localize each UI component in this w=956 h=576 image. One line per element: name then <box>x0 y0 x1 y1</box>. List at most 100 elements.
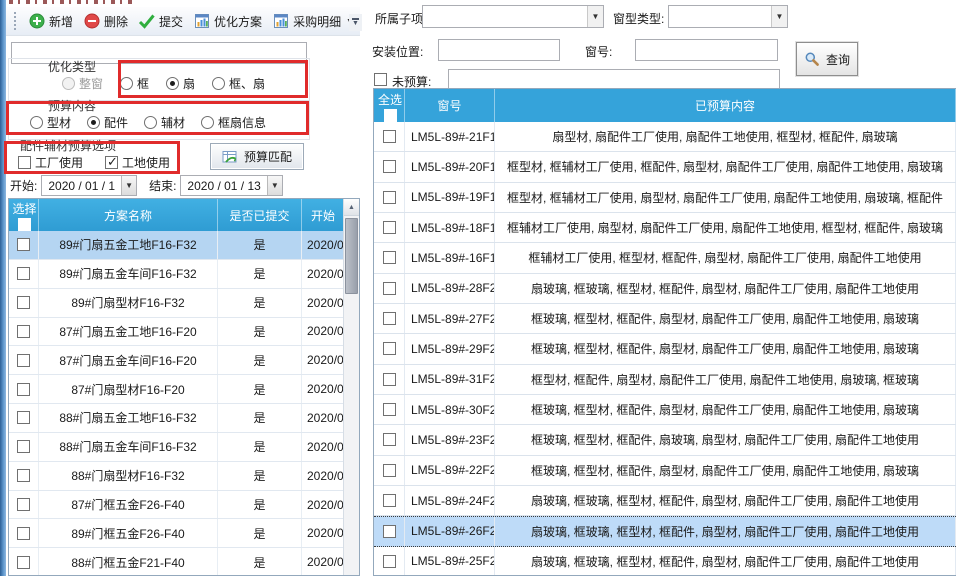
toolbar-overflow-button[interactable]: ▼ <box>349 14 362 31</box>
plan-table-row[interactable]: 89#门扇型材F16-F32 是 2020/0 <box>9 288 345 318</box>
toolbar-button-submit[interactable]: 提交 <box>133 10 188 33</box>
optimize-type-option-frame-sash[interactable]: 框、扇 <box>212 75 265 92</box>
row-checkbox[interactable] <box>382 494 396 508</box>
row-checkbox[interactable] <box>382 554 396 568</box>
plan-header-select: 选择 <box>9 199 39 231</box>
plan-header-name: 方案名称 <box>39 199 218 231</box>
row-checkbox[interactable] <box>382 221 396 235</box>
toolbar-button-add[interactable]: 新增 <box>23 10 78 33</box>
optimize-type-option-sash[interactable]: 扇 <box>166 75 195 92</box>
row-checkbox[interactable] <box>382 190 396 204</box>
budget-content-option-accessory[interactable]: 配件 <box>87 114 128 131</box>
row-checkbox[interactable] <box>17 267 30 281</box>
select-all-checkbox[interactable] <box>383 108 397 122</box>
plan-table-row[interactable]: 89#门框五金F26-F40 是 2020/0 <box>9 519 345 549</box>
row-checkbox[interactable] <box>382 160 396 174</box>
budget-table-row[interactable]: LM5L-89#-23F21 框玻璃, 框型材, 框配件, 扇玻璃, 扇型材, 扇… <box>374 425 956 456</box>
row-checkbox[interactable] <box>17 382 30 396</box>
scrollbar-thumb[interactable] <box>345 218 358 294</box>
budget-table-row[interactable]: LM5L-89#-21F19 扇型材, 扇配件工厂使用, 扇配件工地使用, 框型材… <box>374 122 956 153</box>
radio-label: 整窗 <box>79 77 104 91</box>
optimize-type-option-frame[interactable]: 框 <box>120 75 149 92</box>
plan-row-select-cell <box>9 375 39 404</box>
row-checkbox[interactable] <box>17 555 30 569</box>
row-checkbox[interactable] <box>382 403 396 417</box>
row-checkbox[interactable] <box>17 296 30 310</box>
plan-row-name-cell: 88#门扇五金工地F16-F32 <box>39 404 218 432</box>
budget-table-row[interactable]: LM5L-89#-24F22 扇玻璃, 框玻璃, 框型材, 框配件, 扇型材, 扇… <box>374 485 956 517</box>
plan-table-row[interactable]: 88#门扇型材F16-F32 是 2020/0 <box>9 461 345 491</box>
install-position-input[interactable] <box>438 39 560 61</box>
window-type-combobox[interactable]: ▼ <box>668 5 788 28</box>
budget-table-row[interactable]: LM5L-89#-28F26 扇玻璃, 框玻璃, 框型材, 框配件, 扇型材, 扇… <box>374 273 956 304</box>
row-checkbox[interactable] <box>382 342 396 356</box>
budget-content-option-profile[interactable]: 型材 <box>30 114 71 131</box>
row-checkbox[interactable] <box>382 251 396 265</box>
window-no-input[interactable] <box>635 39 778 61</box>
budget-row-select-cell <box>374 122 405 152</box>
plan-table-row[interactable]: 88#门框五金F21-F40 是 2020/0 <box>9 548 345 575</box>
plan-row-name-cell: 88#门扇型材F16-F32 <box>39 461 218 490</box>
plan-row-select-cell <box>9 519 39 548</box>
row-checkbox[interactable] <box>17 411 30 425</box>
plan-table-row[interactable]: 89#门扇五金工地F16-F32 是 2020/0 <box>9 231 345 260</box>
sub-item-combobox[interactable]: ▼ <box>422 5 604 28</box>
budget-content-option-auxiliary[interactable]: 辅材 <box>144 114 185 131</box>
query-button[interactable]: 查询 <box>795 41 859 77</box>
budget-table-row[interactable]: LM5L-89#-18F16 框辅材工厂使用, 扇型材, 扇配件工厂使用, 扇配件… <box>374 212 956 244</box>
plan-table-row[interactable]: 87#门扇五金车间F16-F20 是 2020/0 <box>9 346 345 376</box>
date-end-picker[interactable]: 2020 / 01 / 13 ▼ <box>180 175 283 196</box>
plan-table-row[interactable]: 87#门扇五金工地F16-F20 是 2020/0 <box>9 317 345 347</box>
scrollbar-up-icon[interactable]: ▲ <box>344 199 359 216</box>
budget-row-select-cell <box>374 425 405 455</box>
row-checkbox[interactable] <box>17 238 30 252</box>
chevron-down-icon[interactable]: ▼ <box>587 6 603 27</box>
budget-table-row[interactable]: LM5L-89#-30F28 框玻璃, 框型材, 框配件, 扇型材, 扇配件工厂使… <box>374 394 956 426</box>
date-start-picker[interactable]: 2020 / 01 / 1 ▼ <box>41 175 138 196</box>
plan-table-row[interactable]: 87#门框五金F26-F40 是 2020/0 <box>9 490 345 520</box>
budget-table-row[interactable]: LM5L-89#-31F29 框型材, 框配件, 扇型材, 扇配件工厂使用, 扇配… <box>374 364 956 395</box>
toolbar-button-delete[interactable]: 删除 <box>78 10 133 33</box>
row-checkbox[interactable] <box>382 130 396 144</box>
row-checkbox[interactable] <box>17 469 30 483</box>
budget-row-select-cell <box>374 334 405 364</box>
budget-table-row[interactable]: LM5L-89#-25F23 扇玻璃, 框玻璃, 框型材, 框配件, 扇型材, 扇… <box>374 546 956 575</box>
budget-row-content-cell: 框辅材工厂使用, 扇型材, 扇配件工厂使用, 扇配件工地使用, 框型材, 框配件… <box>495 212 956 243</box>
row-checkbox[interactable] <box>382 463 396 477</box>
plan-table-row[interactable]: 88#门扇五金工地F16-F32 是 2020/0 <box>9 404 345 433</box>
chevron-down-icon[interactable]: ▼ <box>266 176 282 195</box>
budget-content-option-frame-sash-info[interactable]: 框扇信息 <box>201 114 266 131</box>
budget-table-row[interactable]: LM5L-89#-16F15 框辅材工厂使用, 框型材, 框配件, 扇型材, 扇配… <box>374 243 956 274</box>
plan-table-row[interactable]: 87#门扇型材F16-F20 是 2020/0 <box>9 375 345 405</box>
row-checkbox[interactable] <box>17 353 30 367</box>
row-checkbox[interactable] <box>382 372 396 386</box>
chevron-down-icon[interactable]: ▼ <box>771 6 787 27</box>
not-budgeted-checkbox[interactable] <box>374 73 387 86</box>
chevron-down-icon[interactable]: ▼ <box>121 176 137 195</box>
usage-option-site-use[interactable]: 工地使用 <box>105 154 170 171</box>
select-all-checkbox[interactable] <box>18 218 31 231</box>
budget-table-row[interactable]: LM5L-89#-22F20 框玻璃, 框型材, 框配件, 扇型材, 扇配件工厂使… <box>374 455 956 486</box>
plan-table-scrollbar[interactable]: ▲ <box>343 199 359 575</box>
plan-table-row[interactable]: 88#门扇五金车间F16-F32 是 2020/0 <box>9 432 345 462</box>
row-checkbox[interactable] <box>17 440 30 454</box>
budget-table-row[interactable]: LM5L-89#-20F18 框型材, 框辅材工厂使用, 框配件, 扇型材, 扇配… <box>374 152 956 183</box>
plan-table-row[interactable]: 89#门扇五金车间F16-F32 是 2020/0 <box>9 259 345 289</box>
toolbar-button-purchase-detail[interactable]: 采购明细 ▼ <box>267 10 358 33</box>
row-checkbox[interactable] <box>382 433 396 447</box>
toolbar-grip[interactable] <box>14 12 18 30</box>
toolbar-button-optimize-plan[interactable]: 优化方案 <box>188 10 267 33</box>
budget-table-row[interactable]: LM5L-89#-26F24 扇玻璃, 框玻璃, 框型材, 框配件, 扇型材, 扇… <box>374 516 956 547</box>
plan-header-start: 开始 <box>302 199 345 231</box>
usage-option-factory-use[interactable]: 工厂使用 <box>18 154 83 171</box>
row-checkbox[interactable] <box>382 281 396 295</box>
row-checkbox[interactable] <box>17 324 30 338</box>
row-checkbox[interactable] <box>382 524 396 538</box>
budget-table-row[interactable]: LM5L-89#-29F27 框玻璃, 框型材, 框配件, 扇型材, 扇配件工厂使… <box>374 334 956 365</box>
row-checkbox[interactable] <box>17 526 30 540</box>
budget-match-button[interactable]: 预算匹配 <box>210 143 304 170</box>
row-checkbox[interactable] <box>17 498 30 512</box>
budget-table-row[interactable]: LM5L-89#-19F17 框型材, 框辅材工厂使用, 扇型材, 扇配件工厂使用… <box>374 182 956 213</box>
budget-table-row[interactable]: LM5L-89#-27F25 框玻璃, 框型材, 框配件, 扇型材, 扇配件工厂使… <box>374 303 956 335</box>
row-checkbox[interactable] <box>382 312 396 326</box>
